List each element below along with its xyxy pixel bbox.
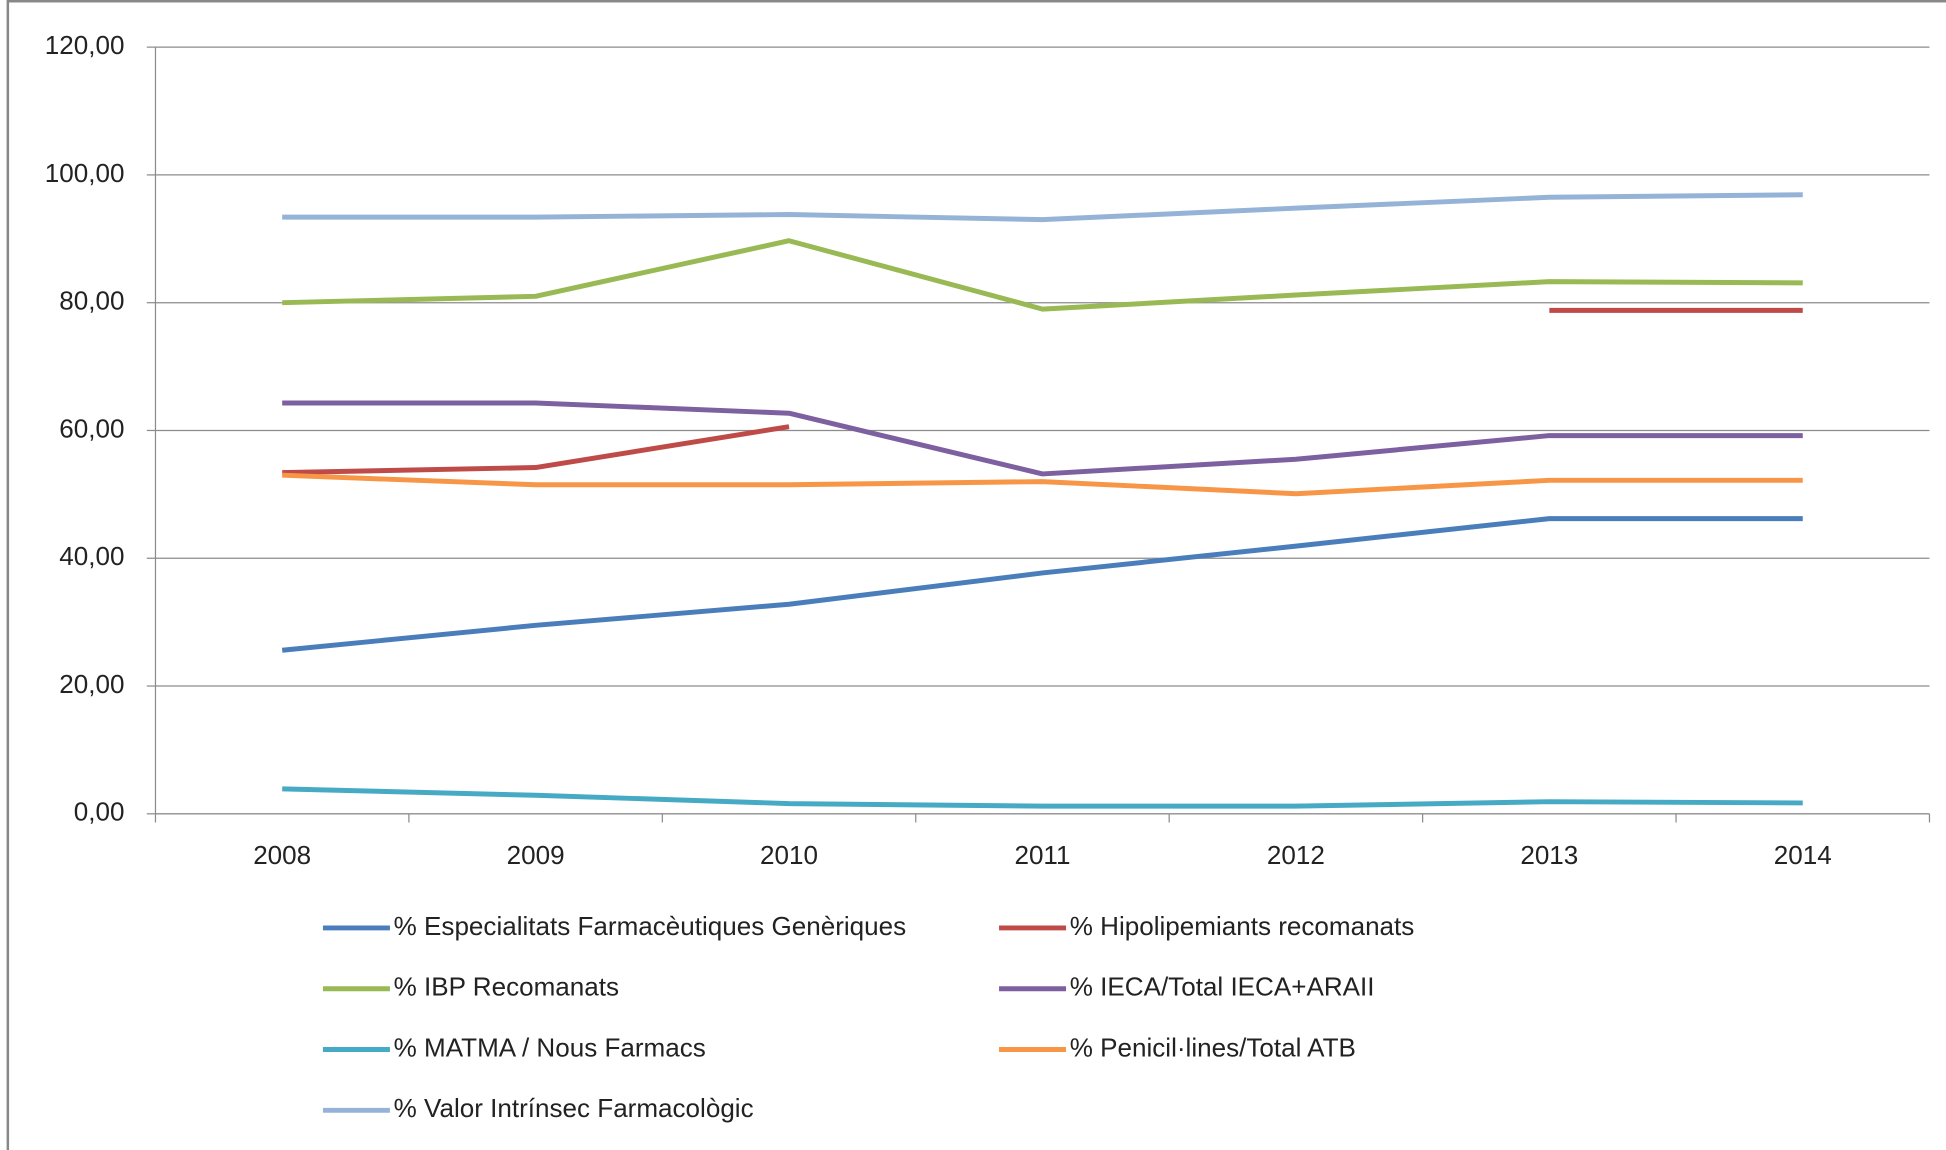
y-tick-label: 0,00 — [74, 797, 125, 827]
legend-label: % Hipolipemiants recomanats — [1070, 911, 1415, 941]
series-line — [281, 516, 1803, 653]
series-line — [282, 307, 1803, 476]
series-line — [282, 786, 1803, 809]
series-line — [282, 192, 1803, 223]
legend-label: % Penicil·lines/Total ATB — [1070, 1032, 1356, 1062]
y-tick-label: 60,00 — [59, 413, 124, 443]
x-tick-label: 2008 — [253, 840, 311, 870]
y-tick-label: 80,00 — [59, 286, 124, 316]
x-tick-label: 2010 — [760, 840, 818, 870]
series-line — [282, 472, 1803, 497]
series-line — [282, 400, 1803, 477]
series-line — [282, 238, 1803, 312]
legend-label: % Valor Intrínsec Farmacològic — [394, 1093, 754, 1123]
x-tick-label: 2014 — [1774, 840, 1832, 870]
legend-label: % IECA/Total IECA+ARAII — [1070, 972, 1375, 1002]
y-tick-label: 20,00 — [59, 669, 124, 699]
legend-label: % MATMA / Nous Farmacs — [394, 1032, 706, 1062]
chart-frame — [6, 0, 1946, 1150]
x-tick-label: 2013 — [1520, 840, 1578, 870]
x-tick-label: 2011 — [1014, 840, 1070, 870]
legend-label: % IBP Recomanats — [394, 972, 619, 1002]
x-tick-label: 2012 — [1267, 840, 1325, 870]
y-tick-label: 40,00 — [59, 541, 124, 571]
y-tick-label: 100,00 — [45, 158, 125, 188]
y-tick-label: 120,00 — [45, 30, 125, 60]
legend-label: % Especialitats Farmacèutiques Genèrique… — [394, 911, 907, 941]
x-tick-label: 2009 — [507, 840, 565, 870]
